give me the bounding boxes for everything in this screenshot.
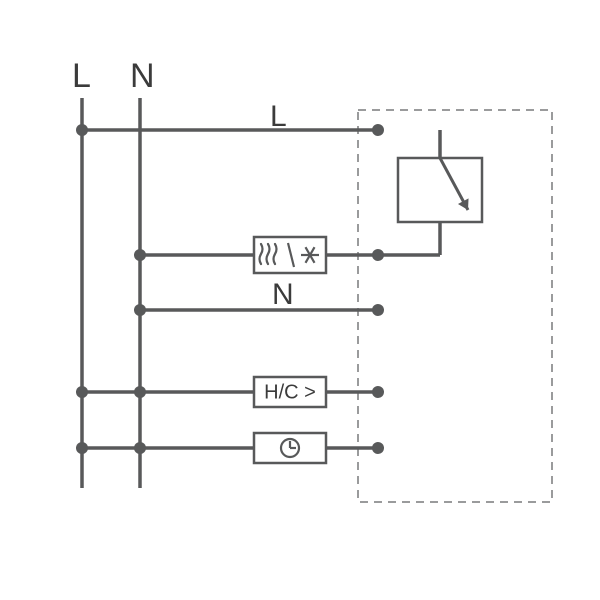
- svg-text:N: N: [130, 57, 155, 95]
- svg-text:L: L: [72, 57, 91, 95]
- svg-text:N: N: [272, 278, 294, 311]
- svg-text:H/C >: H/C >: [264, 381, 316, 403]
- svg-text:L: L: [270, 100, 287, 133]
